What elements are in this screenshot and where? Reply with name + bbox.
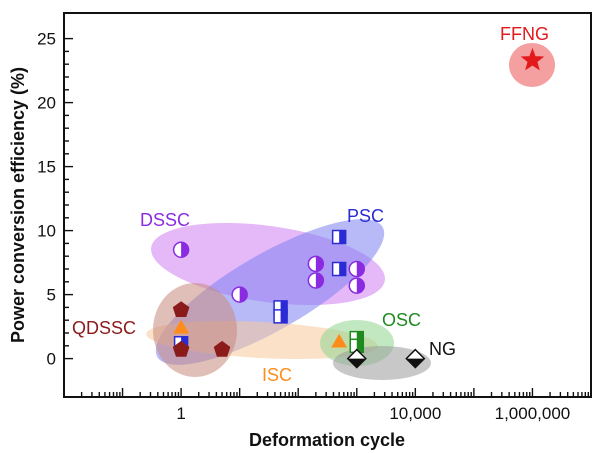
plot-frame: [63, 12, 592, 398]
x-tick-label: 1,000,000: [495, 404, 571, 423]
region-qdssc: [153, 283, 237, 377]
point-ffng: [520, 47, 545, 71]
point-ng: [346, 348, 367, 369]
point-dssc: [348, 277, 366, 294]
y-tick-label: 15: [37, 158, 56, 177]
y-tick-label: 10: [37, 222, 56, 241]
point-dssc: [172, 241, 190, 259]
point-qdssc: [172, 301, 190, 318]
point-isc: [173, 319, 190, 334]
x-tick-label: 10,000: [389, 404, 441, 423]
y-tick-label: 20: [37, 94, 56, 113]
x-tick-label: 1: [176, 404, 185, 423]
label-psc: PSC: [347, 206, 384, 226]
group-regions: [146, 43, 555, 380]
label-qdssc: QDSSC: [72, 318, 136, 338]
point-isc: [331, 333, 348, 348]
label-dssc: DSSC: [140, 210, 190, 230]
point-dssc: [348, 260, 366, 278]
data-markers: [172, 47, 545, 369]
point-psc: [331, 229, 347, 245]
y-tick-label: 0: [47, 350, 56, 369]
point-dssc: [307, 255, 325, 273]
y-tick-label: 25: [37, 30, 56, 49]
point-ng: [405, 348, 426, 369]
label-isc: ISC: [262, 365, 292, 385]
point-psc: [273, 309, 288, 324]
y-axis-title: Power conversion efficiency (%): [8, 67, 28, 343]
x-axis-title: Deformation cycle: [249, 430, 405, 450]
label-ng: NG: [429, 339, 456, 359]
point-qdssc: [172, 340, 190, 357]
label-ffng: FFNG: [500, 24, 549, 44]
y-tick-label: 5: [47, 286, 56, 305]
group-labels: DSSC PSC QDSSC ISC OSC NG FFNG: [72, 24, 549, 385]
axis-ticks: 1 10,000 1,000,000 0 5 10 15 20 25: [37, 30, 592, 423]
label-osc: OSC: [382, 310, 421, 330]
point-qdssc: [213, 340, 231, 357]
point-psc: [331, 261, 347, 277]
point-dssc: [307, 272, 325, 289]
point-dssc: [231, 286, 248, 303]
